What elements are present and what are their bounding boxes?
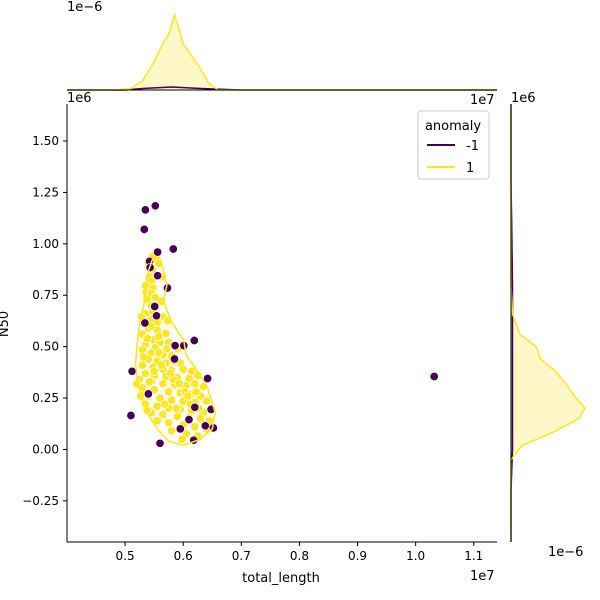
y-tick-label: 1.00 (32, 237, 59, 251)
point-anomaly (153, 247, 163, 257)
x-tick-label: 1.0 (406, 549, 425, 563)
legend: anomaly -1 1 (417, 110, 490, 180)
right-marginal-offset-label: 1e−6 (548, 545, 583, 560)
right-kde-normal-fill (511, 104, 585, 542)
point-anomaly (126, 410, 136, 421)
point-anomaly (168, 244, 178, 254)
x-tick-label: 0.7 (232, 549, 251, 563)
point-normal (191, 387, 201, 397)
point-normal (167, 426, 177, 436)
point-anomaly (155, 438, 165, 448)
right-marginal-offset-top-label: 1e6 (511, 91, 536, 106)
legend-anomaly-label: -1 (466, 139, 479, 154)
y-tick-label: 0.25 (32, 391, 59, 405)
point-anomaly (127, 366, 137, 376)
point-normal (157, 360, 167, 370)
x-axis-label: total_length (242, 571, 320, 586)
point-normal (155, 393, 165, 403)
point-anomaly (143, 389, 153, 399)
point-anomaly (151, 311, 162, 321)
point-normal (196, 414, 206, 424)
y-tick-label: 1.25 (32, 185, 59, 199)
x-tick-label: 0.8 (290, 549, 309, 563)
kde-contour-normal (134, 254, 217, 447)
y-tick-label: 1.50 (32, 134, 59, 148)
point-anomaly (170, 341, 180, 351)
point-normal (167, 395, 177, 405)
right-marginal-kde (510, 104, 586, 542)
point-normal (140, 368, 150, 378)
top-marginal-kde (67, 12, 497, 91)
right-kde-normal-line (510, 104, 586, 542)
point-anomaly (203, 373, 213, 384)
point-anomaly (189, 335, 199, 346)
point-normal (139, 352, 149, 362)
point-normal (144, 377, 155, 387)
point-normal (174, 379, 184, 389)
point-normal (149, 366, 159, 376)
y-tick-label: 0.00 (32, 442, 59, 456)
point-anomaly (140, 205, 150, 215)
top-marginal-offset-label: 1e−6 (67, 0, 102, 15)
top-kde-normal-line (67, 12, 497, 91)
y-axis-label: N50 (0, 311, 12, 337)
point-anomaly (150, 301, 160, 312)
point-normal (164, 418, 174, 428)
point-normal (172, 412, 182, 422)
point-normal (158, 379, 168, 389)
y-tick-label: 0.50 (32, 340, 59, 354)
point-normal (190, 422, 200, 432)
point-anomaly (190, 402, 200, 412)
x-tick-label: 0.5 (116, 549, 135, 563)
x-axis-offset-label: 1e7 (470, 569, 495, 584)
x-tick-label: 0.6 (174, 549, 193, 563)
point-anomaly (139, 224, 149, 234)
y-corner-offset-label: 1e6 (67, 91, 92, 106)
point-normal (162, 344, 172, 354)
point-normal (160, 399, 170, 409)
point-anomaly (429, 371, 439, 382)
point-normal (158, 409, 168, 420)
top-kde-normal-fill (67, 15, 497, 90)
main-content (126, 201, 439, 448)
x-tick-label: 1.1 (464, 549, 483, 563)
point-anomaly (200, 421, 210, 431)
point-normal (137, 360, 148, 370)
y-tick-label: 0.75 (32, 288, 59, 302)
point-normal (142, 333, 152, 343)
point-anomaly (140, 318, 150, 328)
point-anomaly (184, 415, 194, 425)
point-normal (154, 331, 164, 341)
y-tick-label: −0.25 (22, 494, 59, 508)
point-normal (164, 387, 174, 397)
legend-normal-label: 1 (466, 161, 474, 176)
x-corner-offset-label: 1e7 (470, 93, 495, 108)
point-anomaly (150, 201, 160, 211)
point-anomaly (169, 354, 180, 364)
legend-title: anomaly (425, 119, 481, 134)
point-anomaly (175, 424, 185, 434)
point-normal (190, 379, 200, 389)
point-normal (183, 391, 193, 401)
point-anomaly (153, 271, 163, 281)
point-normal (171, 403, 181, 413)
point-normal (177, 434, 187, 444)
point-normal (178, 364, 188, 374)
point-normal (201, 396, 212, 406)
main-scatter-plot: 0.5 0.6 0.7 0.8 0.9 1.0 1.1 −0.25 0.00 0.25 0.50 0.… (22, 104, 497, 563)
point-normal (165, 368, 175, 378)
x-tick-label: 0.9 (348, 549, 367, 563)
point-normal (154, 348, 164, 358)
